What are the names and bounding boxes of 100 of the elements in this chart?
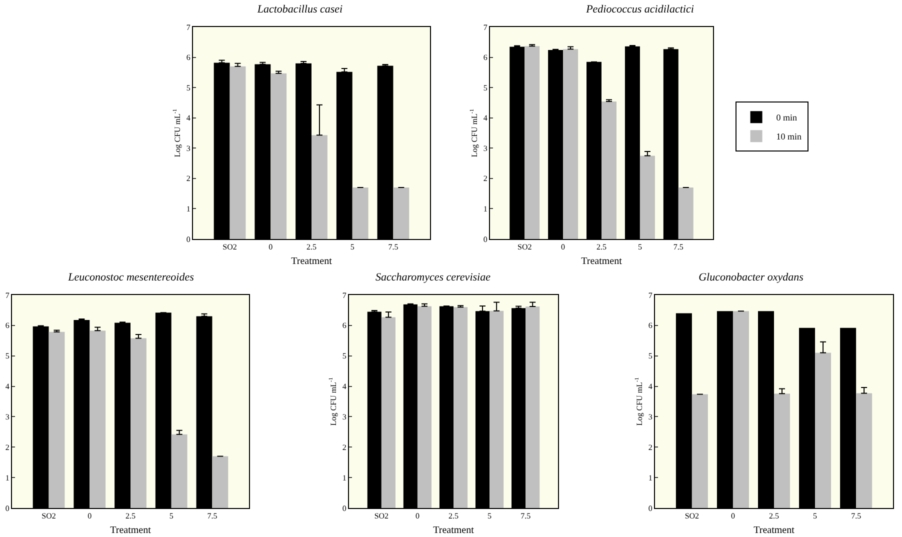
bar — [90, 330, 106, 508]
x-axis-title: Treatment — [110, 525, 152, 536]
y-tick-label: 5 — [186, 83, 190, 92]
legend-label: 10 min — [776, 132, 802, 142]
x-axis-title: Treatment — [581, 256, 622, 268]
y-tick-label: 4 — [5, 382, 10, 392]
y-tick-label: 3 — [483, 144, 488, 153]
x-tick-label: SO2 — [517, 242, 532, 252]
y-tick-label: 1 — [483, 204, 488, 214]
y-tick-label: 0 — [186, 234, 190, 244]
y-tick-label: 2 — [483, 174, 488, 184]
bar — [48, 332, 65, 508]
bar — [490, 310, 504, 508]
bar — [678, 188, 694, 239]
x-tick-label: 7.5 — [388, 242, 398, 252]
chart-title: Pediococcus acidilactici — [585, 4, 694, 16]
bar — [640, 156, 655, 239]
y-tick-label: 3 — [648, 412, 652, 422]
x-tick-label: SO2 — [222, 242, 237, 252]
y-tick-label: 2 — [186, 174, 190, 184]
bar — [692, 394, 708, 508]
bar — [856, 393, 872, 508]
legend-label: 0 min — [776, 112, 798, 123]
bar — [454, 307, 468, 508]
y-tick-label: 1 — [5, 473, 10, 482]
x-tick-label: 2.5 — [769, 512, 779, 521]
bar — [732, 311, 749, 508]
x-tick-label: 0 — [561, 242, 566, 252]
y-tick-label: 7 — [186, 22, 190, 32]
bar — [602, 102, 616, 239]
x-axis-title: Treatment — [291, 256, 332, 268]
bar — [563, 49, 578, 239]
y-tick-label: 4 — [186, 114, 190, 123]
x-tick-label: 0 — [88, 512, 92, 521]
y-tick-label: 7 — [648, 290, 652, 300]
chart-title: Leuconostoc mesentereoides — [67, 272, 194, 284]
x-tick-label: 2.5 — [306, 242, 316, 252]
chart-title: Gluconobacter oxydans — [698, 272, 804, 284]
y-tick-label: 1 — [186, 204, 190, 214]
chart-title: Lactobacillus casei — [256, 4, 343, 16]
bar — [815, 352, 832, 508]
y-tick-label: 1 — [648, 473, 652, 482]
bar — [524, 46, 540, 239]
bar — [774, 394, 790, 508]
y-tick-label: 4 — [648, 382, 652, 392]
y-tick-label: 4 — [483, 114, 488, 123]
y-tick-label: 0 — [5, 504, 10, 513]
y-tick-label: 6 — [483, 53, 488, 62]
x-tick-label: 7.5 — [520, 512, 531, 521]
x-tick-label: 0 — [415, 512, 420, 521]
y-tick-label: 3 — [186, 144, 190, 153]
chart-title: Saccharomyces cerevisiae — [376, 272, 491, 284]
y-tick-label: 7 — [483, 22, 488, 32]
x-tick-label: 2.5 — [126, 512, 136, 521]
x-tick-label: 0 — [730, 512, 735, 521]
x-tick-label: 0 — [268, 242, 273, 252]
x-tick-label: 5 — [350, 242, 354, 252]
y-tick-label: 6 — [648, 321, 652, 330]
x-tick-label: 2.5 — [596, 242, 606, 252]
bar — [230, 66, 246, 239]
bar — [212, 456, 228, 508]
y-tick-label: 5 — [5, 352, 10, 361]
bar — [352, 188, 368, 239]
y-tick-label: 1 — [342, 473, 346, 482]
y-tick-label: 2 — [5, 442, 10, 452]
x-tick-label: 7.5 — [851, 512, 862, 521]
x-axis-title: Treatment — [433, 525, 474, 536]
bar — [526, 306, 540, 508]
y-tick-label: 6 — [5, 321, 10, 330]
y-tick-label: 0 — [648, 504, 652, 513]
y-tick-label: 7 — [342, 290, 346, 300]
bar — [417, 306, 432, 508]
x-tick-label: 7.5 — [207, 512, 218, 521]
x-tick-label: 2.5 — [448, 512, 458, 521]
y-tick-label: 0 — [483, 234, 488, 244]
x-tick-label: 5 — [813, 512, 818, 521]
y-tick-label: 5 — [483, 83, 488, 92]
y-tick-label: 7 — [5, 290, 10, 300]
y-tick-label: 3 — [342, 412, 346, 422]
x-tick-label: 7.5 — [673, 242, 684, 252]
y-tick-label: 2 — [342, 442, 346, 452]
bar — [130, 338, 146, 508]
y-tick-label: 2 — [648, 442, 652, 452]
bar — [171, 434, 188, 508]
y-tick-label: 6 — [186, 53, 190, 62]
x-tick-label: SO2 — [374, 512, 389, 521]
y-tick-label: 6 — [342, 321, 346, 330]
x-tick-label: 5 — [169, 512, 174, 521]
x-tick-label: 5 — [638, 242, 642, 252]
bar — [393, 188, 410, 239]
y-tick-label: 3 — [5, 412, 10, 422]
y-tick-label: 4 — [342, 382, 346, 392]
y-tick-label: 5 — [648, 352, 652, 361]
x-tick-label: SO2 — [684, 512, 700, 521]
y-tick-label: 5 — [342, 352, 346, 361]
bar — [270, 73, 287, 239]
y-tick-label: 0 — [342, 504, 346, 513]
x-tick-label: SO2 — [42, 512, 56, 521]
bar — [381, 317, 396, 508]
x-axis-title: Treatment — [754, 525, 795, 536]
